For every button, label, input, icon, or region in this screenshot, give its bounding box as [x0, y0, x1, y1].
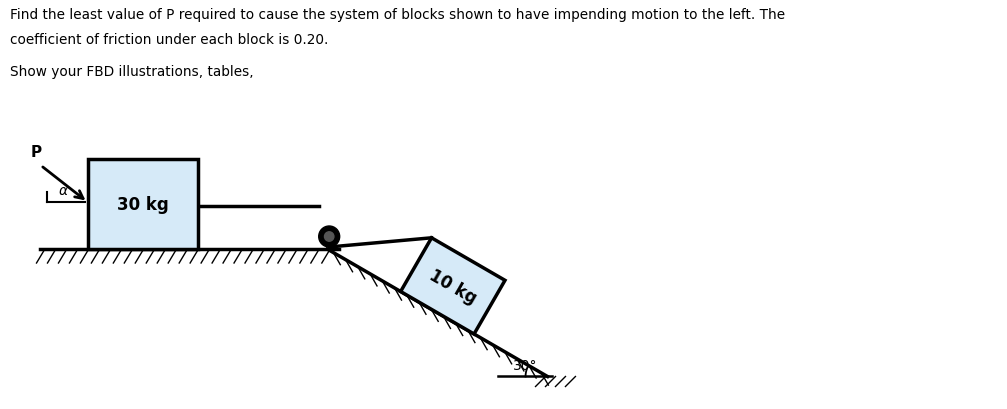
- Text: 10 kg: 10 kg: [426, 265, 479, 307]
- Bar: [88, 160, 197, 249]
- Circle shape: [319, 227, 339, 247]
- Text: P: P: [31, 145, 42, 160]
- Polygon shape: [401, 238, 505, 334]
- Text: Find the least value of P required to cause the system of blocks shown to have i: Find the least value of P required to ca…: [10, 8, 785, 22]
- Text: Show your FBD illustrations, tables,: Show your FBD illustrations, tables,: [10, 65, 254, 79]
- Text: coefficient of friction under each block is 0.20.: coefficient of friction under each block…: [10, 33, 328, 47]
- Text: α: α: [58, 184, 68, 198]
- Circle shape: [324, 232, 334, 242]
- Text: 30°: 30°: [514, 359, 538, 373]
- Text: 30 kg: 30 kg: [117, 196, 168, 213]
